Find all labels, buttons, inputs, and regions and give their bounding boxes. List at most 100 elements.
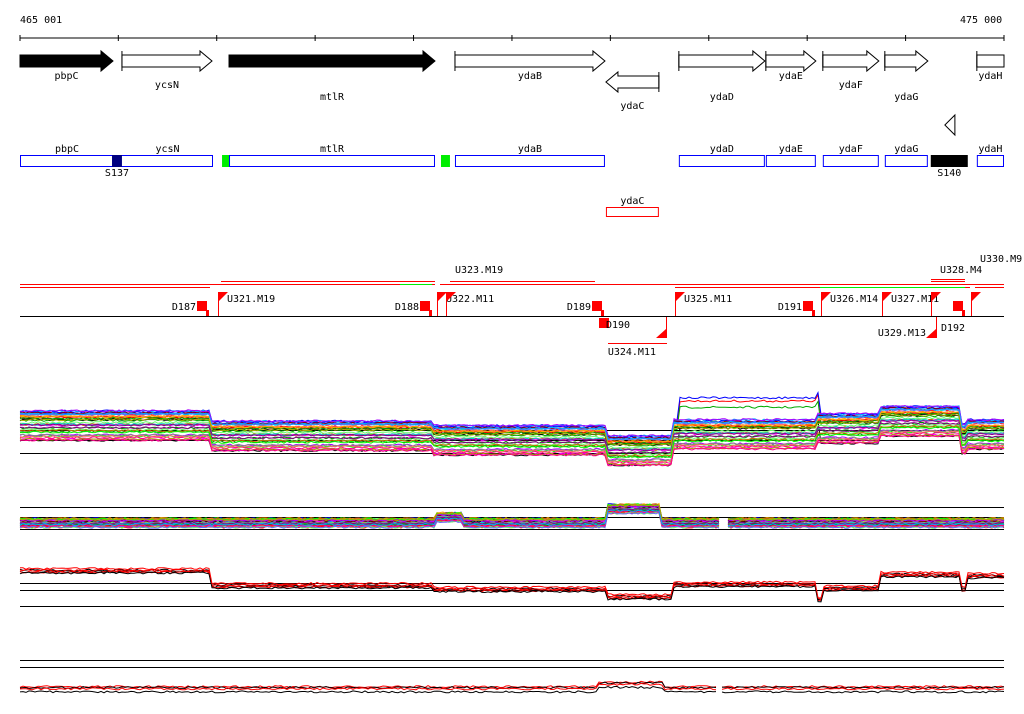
gene-label: ydaC (620, 101, 644, 112)
annotation-label: pbpC (55, 144, 79, 155)
down-flag-stem (206, 310, 209, 316)
gene-label: pbpC (54, 71, 78, 82)
expression-trace (19, 430, 1005, 463)
up-flag-u328-m4 (931, 292, 941, 302)
annotation-label: ydaG (894, 144, 918, 155)
segment-label: U324.M11 (608, 347, 656, 358)
expression-trace (19, 410, 1005, 444)
segment-label: U329.M13 (878, 328, 926, 339)
expression-trace (19, 571, 1005, 603)
up-flag-u327-m11 (882, 292, 892, 302)
segment-label: D188 (395, 302, 419, 313)
annotation-label: ydaB (518, 144, 542, 155)
expression-trace (19, 568, 1005, 601)
up-flag-u330-m9 (971, 292, 981, 302)
gene-arrow-ycsN (121, 49, 213, 73)
red-annotation-box (605, 207, 659, 217)
expression-trace (19, 424, 1005, 457)
gene-label: ycsN (155, 80, 179, 91)
expression-trace (19, 503, 720, 522)
expression-trace (727, 522, 1004, 527)
genome-axis (19, 35, 1005, 41)
axis-start-label: 465 001 (20, 15, 62, 26)
segment-label: D189 (567, 302, 591, 313)
up-flag-u329-m13 (926, 329, 936, 338)
gene-arrow-ydaE (765, 49, 817, 73)
gene-arrow-ydaC (605, 70, 660, 94)
gene-label: ydaE (779, 71, 803, 82)
expression-trace (19, 504, 720, 523)
down-flag-stem (812, 310, 815, 316)
annotation-box-ydaH (976, 155, 1004, 167)
red-annotation-label: ydaC (620, 196, 644, 207)
segment-label: U327.M11 (891, 294, 939, 305)
expression-trace (727, 525, 1005, 529)
gene-arrow-ydaH (976, 54, 1005, 68)
segment-label: U321.M19 (227, 294, 275, 305)
segment-label: U325.M11 (684, 294, 732, 305)
segment-label: U322.M11 (446, 294, 494, 305)
annotation-track: pbpC ycsN mtlR ydaB ydaD ydaE ydaF ydaG ydaH S137… (20, 144, 1004, 217)
down-flag-d189 (592, 301, 602, 311)
segment-label: D192 (941, 323, 965, 334)
gene-arrow-ydaF (822, 49, 880, 73)
gene-arrow-ydaG (884, 49, 929, 73)
expression-panel-selected-conditions (19, 567, 1005, 607)
expression-trace (20, 567, 1005, 599)
down-flag-d190 (599, 318, 609, 328)
expression-trace (721, 687, 1005, 691)
expression-trace (721, 690, 1005, 694)
segment-label: D190 (606, 320, 630, 331)
segment-label: U328.M4 (940, 265, 982, 276)
segment-label: U326.M14 (830, 294, 878, 305)
expression-trace (19, 511, 720, 529)
marker-label: S140 (937, 168, 961, 179)
gene-track: pbpC ycsN mtlR ydaB ydaC ydaD ydaE ydaF ydaG ydaH (19, 49, 1005, 137)
annotation-label: ycsN (155, 144, 179, 155)
marker-box (222, 155, 230, 167)
segment-label: U323.M19 (455, 265, 503, 276)
expression-trace (20, 421, 1005, 455)
expression-trace (19, 412, 1005, 445)
down-flag-d187 (197, 301, 207, 311)
annotation-box-ydaG (884, 155, 928, 167)
expression-trace (19, 685, 717, 694)
annotation-label: ydaD (710, 144, 734, 155)
annotation-box-ydaF (822, 155, 879, 167)
axis-end-label: 475 000 (960, 15, 1002, 26)
gene-label: mtlR (320, 92, 345, 103)
marker-box (112, 155, 122, 167)
expression-trace (727, 521, 1005, 525)
annotation-label: ydaF (839, 144, 863, 155)
expression-panels (19, 390, 1005, 694)
expression-trace (19, 682, 717, 691)
up-flag-u324-m11 (656, 329, 666, 338)
expression-trace (20, 508, 720, 525)
annotation-label: ydaH (978, 144, 1002, 155)
annotation-label: ydaE (779, 144, 803, 155)
gene-label: ydaD (710, 92, 734, 103)
segment-label: D191 (778, 302, 802, 313)
expression-trace (19, 434, 1005, 467)
expression-trace (19, 400, 1005, 447)
expression-trace (19, 680, 717, 689)
gene-label: ydaG (894, 92, 918, 103)
down-flag-stem (601, 310, 604, 316)
down-flag-stem (962, 310, 965, 316)
expression-panel-all-conditions-2 (19, 502, 1005, 530)
gene-label: ydaB (518, 71, 542, 82)
annotation-box-ydaB (454, 155, 605, 167)
segment-label: U330.M9 (980, 254, 1022, 265)
up-flag-u323-m19 (446, 292, 456, 302)
expression-trace (19, 407, 1005, 440)
gene-label: ydaF (839, 80, 863, 91)
annotation-box-ydaD (678, 155, 765, 167)
up-flag-u322-m11 (437, 292, 447, 302)
annotation-box-ydaE (765, 155, 816, 167)
expression-trace (19, 508, 720, 527)
down-flag-d191 (803, 301, 813, 311)
small-feature-arrow (944, 113, 956, 137)
expression-trace (19, 413, 1005, 447)
expression-trace (19, 419, 1005, 452)
